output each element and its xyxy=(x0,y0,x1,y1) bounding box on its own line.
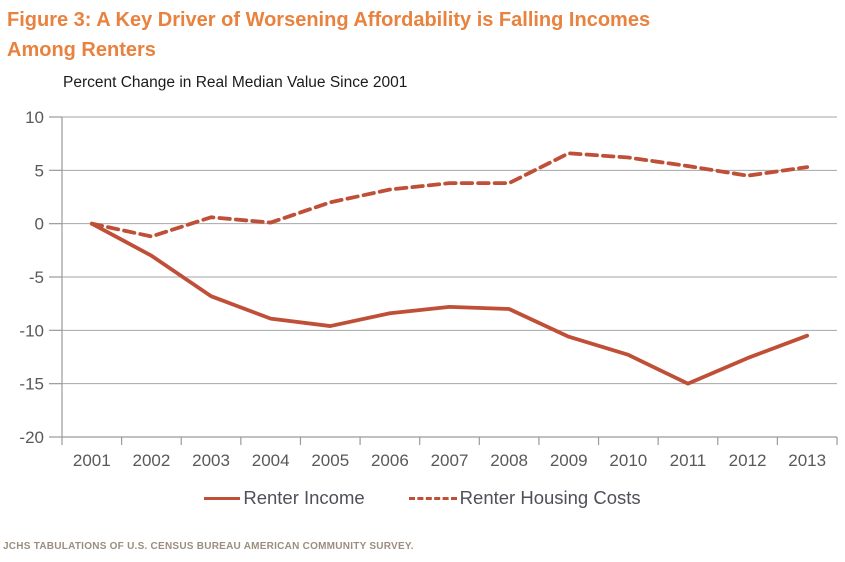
x-axis-label: 2008 xyxy=(490,451,528,470)
y-axis-label: 0 xyxy=(35,215,44,234)
source-note: JCHS TABULATIONS OF U.S. CENSUS BUREAU A… xyxy=(3,541,414,552)
x-axis-label: 2003 xyxy=(192,451,230,470)
x-axis-label: 2004 xyxy=(252,451,290,470)
series-line-renter-housing-costs xyxy=(89,151,810,239)
legend-item-renter-housing-costs: Renter Housing Costs xyxy=(408,487,641,509)
figure-title-line1: Figure 3: A Key Driver of Worsening Affo… xyxy=(7,9,651,31)
chart-subtitle: Percent Change in Real Median Value Sinc… xyxy=(63,74,408,91)
x-axis-label: 2010 xyxy=(609,451,647,470)
x-axis-label: 2013 xyxy=(788,451,826,470)
x-axis-label: 2005 xyxy=(311,451,349,470)
y-axis-label: -5 xyxy=(29,268,44,287)
x-axis-label: 2006 xyxy=(371,451,409,470)
x-axis-label: 2007 xyxy=(431,451,469,470)
legend-label-renter-income: Renter Income xyxy=(243,487,365,508)
x-axis-label: 2001 xyxy=(73,451,111,470)
x-axis-label: 2002 xyxy=(133,451,171,470)
y-axis-label: 10 xyxy=(25,108,44,127)
y-axis-label: -15 xyxy=(19,375,44,394)
x-axis-label: 2011 xyxy=(670,451,707,470)
figure-title-line2: Among Renters xyxy=(7,39,156,61)
series-line-renter-income xyxy=(89,221,810,386)
x-axis-label: 2012 xyxy=(729,451,767,470)
renter-housing-costs-line-swatch xyxy=(408,496,457,500)
legend-item-renter-income: Renter Income xyxy=(204,487,365,509)
y-axis-label: -20 xyxy=(19,428,44,447)
y-axis-label: -10 xyxy=(19,321,44,340)
x-axis-label: 2009 xyxy=(550,451,588,470)
chart-legend: Renter Income Renter Housing Costs xyxy=(0,487,845,509)
line-chart: 10 5 0 -5 -10 -15 -20 2001 2002 2003 2004 2005 2006 2… xyxy=(19,108,838,470)
y-axis-label: 5 xyxy=(35,161,44,180)
legend-label-renter-housing-costs: Renter Housing Costs xyxy=(459,487,641,508)
renter-income-line-swatch xyxy=(204,496,241,500)
figure-title: Figure 3: A Key Driver of Worsening Affo… xyxy=(7,5,817,65)
